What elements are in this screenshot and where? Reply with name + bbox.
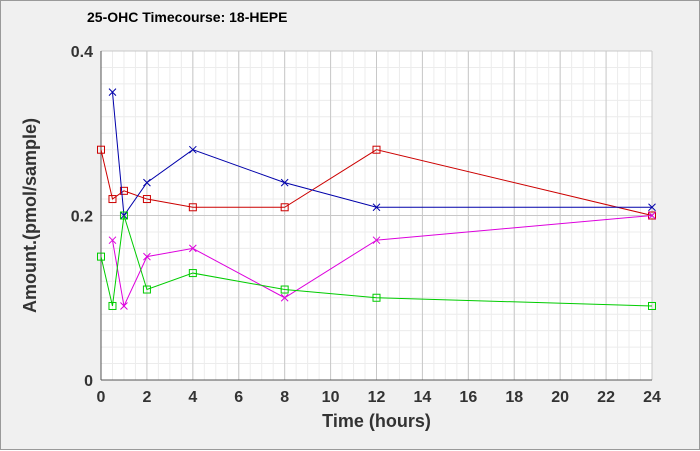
x-axis-title: Time (hours) xyxy=(322,411,431,431)
series-line xyxy=(100,215,653,307)
data-point[interactable] xyxy=(648,203,656,212)
chart-title: 25-OHC Timecourse: 18-HEPE xyxy=(87,9,288,25)
data-point[interactable] xyxy=(188,269,197,278)
x-tick-label: 2 xyxy=(142,389,151,406)
y-axis-title: Amount.(pmol/sample) xyxy=(20,118,40,313)
data-point[interactable] xyxy=(188,145,197,154)
data-point[interactable] xyxy=(280,178,289,187)
x-tick-label: 18 xyxy=(505,389,523,406)
data-point[interactable] xyxy=(372,236,381,245)
data-point[interactable] xyxy=(142,285,151,294)
data-point[interactable] xyxy=(108,88,117,96)
x-tick-label: 22 xyxy=(597,389,615,406)
y-tick-label: 0.2 xyxy=(71,209,93,226)
data-point[interactable] xyxy=(143,252,151,261)
x-tick-label: 4 xyxy=(188,389,197,406)
data-point[interactable] xyxy=(372,145,381,154)
data-point[interactable] xyxy=(108,236,117,245)
x-tick-label: 20 xyxy=(551,389,569,406)
x-tick-label: 0 xyxy=(97,389,106,406)
series-3 xyxy=(108,211,656,310)
data-point[interactable] xyxy=(143,178,151,187)
data-point[interactable] xyxy=(97,252,105,261)
data-point[interactable] xyxy=(648,211,656,220)
x-tick-label: 14 xyxy=(414,389,432,406)
x-tick-label: 8 xyxy=(280,389,289,406)
data-point[interactable] xyxy=(280,285,289,294)
x-tick-label: 10 xyxy=(322,389,340,406)
x-tick-label: 6 xyxy=(234,389,243,406)
series-line xyxy=(100,149,653,216)
data-point[interactable] xyxy=(119,211,128,220)
y-tick-label: 0 xyxy=(84,373,93,390)
data-point[interactable] xyxy=(648,301,656,310)
data-point[interactable] xyxy=(108,301,117,310)
data-point[interactable] xyxy=(142,195,151,204)
data-point[interactable] xyxy=(120,302,128,310)
data-point[interactable] xyxy=(119,186,128,195)
series-4 xyxy=(97,211,656,310)
data-point[interactable] xyxy=(372,293,381,302)
data-point[interactable] xyxy=(188,203,197,212)
data-point[interactable] xyxy=(97,145,105,154)
x-tick-label: 24 xyxy=(643,389,661,406)
x-tick-label: 16 xyxy=(459,389,477,406)
data-point[interactable] xyxy=(280,293,289,302)
x-tick-label: 12 xyxy=(368,389,386,406)
data-point[interactable] xyxy=(108,195,117,204)
data-point[interactable] xyxy=(372,203,381,212)
y-tick-label: 0.4 xyxy=(71,44,93,61)
data-point[interactable] xyxy=(280,203,289,212)
data-point[interactable] xyxy=(188,244,197,253)
